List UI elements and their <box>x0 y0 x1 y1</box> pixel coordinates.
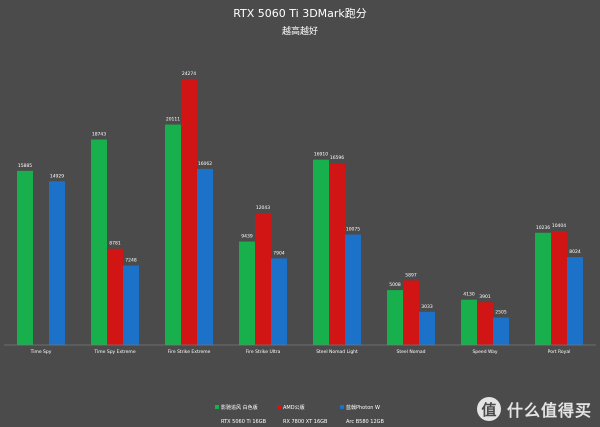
watermark-logo-icon: 值 <box>476 397 501 421</box>
x-tick-label-0: Time Spy <box>30 349 52 355</box>
x-tick-label-4: Steel Nomad Light <box>316 349 358 355</box>
x-tick-label-2: Fire Strike Extreme <box>168 349 211 355</box>
data-label-0-0: 15885 <box>18 163 32 169</box>
data-label-2-6: 2505 <box>495 310 507 316</box>
bar-1-2 <box>181 78 197 345</box>
bar-2-7 <box>567 257 583 345</box>
data-label-2-7: 8024 <box>569 249 581 255</box>
bar-2-3 <box>271 258 287 345</box>
bar-0-4 <box>313 159 329 345</box>
bar-2-5 <box>419 311 435 345</box>
legend-name-0: 影驰追风 白色版 <box>221 404 258 411</box>
legend-sub-0: RTX 5060 Ti 16GB <box>221 419 267 425</box>
data-label-0-7: 10236 <box>536 225 550 231</box>
data-label-0-3: 9439 <box>241 234 253 240</box>
data-label-2-2: 16062 <box>198 161 212 167</box>
bar-1-5 <box>403 280 419 345</box>
bar-0-5 <box>387 290 403 345</box>
bar-0-3 <box>239 241 255 345</box>
legend-swatch-0 <box>215 405 219 409</box>
bar-0-1 <box>91 139 107 345</box>
x-tick-label-6: Speed Way <box>472 349 497 355</box>
data-label-0-5: 5008 <box>389 282 401 288</box>
data-label-1-2: 24274 <box>182 71 196 77</box>
data-label-1-7: 10404 <box>552 223 566 229</box>
plot-area: 15885 14929 Time Spy 18743 8781 7248 Time Spy … <box>17 71 583 355</box>
data-label-0-2: 20111 <box>166 117 180 123</box>
legend-sub-2: Arc B580 12GB <box>346 419 385 425</box>
bar-2-0 <box>49 181 65 345</box>
bar-0-0 <box>17 170 33 345</box>
data-label-1-4: 16596 <box>330 155 344 161</box>
bar-0-7 <box>535 232 551 345</box>
chart-title: RTX 5060 Ti 3DMark跑分 <box>233 6 367 20</box>
bar-1-6 <box>477 302 493 345</box>
bar-0-2 <box>165 124 181 346</box>
data-label-2-0: 14929 <box>50 173 64 179</box>
legend-swatch-1 <box>277 405 281 409</box>
data-label-1-6: 3901 <box>479 294 491 300</box>
bar-1-1 <box>107 248 123 345</box>
data-label-2-3: 7904 <box>273 250 285 256</box>
data-label-0-4: 16910 <box>314 152 328 158</box>
bar-2-6 <box>493 317 509 345</box>
watermark: 值 什么值得买 <box>476 397 592 421</box>
data-label-1-5: 5897 <box>405 272 417 278</box>
data-label-2-4: 10075 <box>346 227 360 233</box>
x-tick-label-7: Port Royal <box>548 349 571 355</box>
bar-1-7 <box>551 230 567 345</box>
legend: 影驰追风 白色版 RTX 5060 Ti 16GB AMD公版 RX 7800 XT … <box>215 404 385 425</box>
bar-2-1 <box>123 265 139 345</box>
x-tick-label-1: Time Spy Extreme <box>93 349 135 355</box>
legend-name-2: 蓝戟Photon W <box>346 404 380 411</box>
bar-2-2 <box>197 168 213 345</box>
bar-1-4 <box>329 163 345 345</box>
bar-0-6 <box>461 299 477 345</box>
data-label-1-1: 8781 <box>109 241 121 247</box>
x-tick-label-5: Steel Nomad <box>397 349 426 355</box>
bar-1-3 <box>255 212 271 345</box>
data-label-2-5: 3033 <box>421 304 433 310</box>
bar-2-4 <box>345 234 361 345</box>
x-tick-label-3: Fire Strike Ultra <box>246 349 281 355</box>
watermark-text: 什么值得买 <box>506 401 592 420</box>
chart-subtitle: 越高越好 <box>282 25 318 37</box>
data-label-0-1: 18743 <box>92 132 106 138</box>
legend-sub-1: RX 7800 XT 16GB <box>283 419 328 425</box>
legend-swatch-2 <box>340 405 344 409</box>
legend-name-1: AMD公版 <box>283 404 305 411</box>
data-label-1-3: 12043 <box>256 205 270 211</box>
data-label-0-6: 4130 <box>463 292 475 298</box>
data-label-2-1: 7248 <box>125 258 137 264</box>
